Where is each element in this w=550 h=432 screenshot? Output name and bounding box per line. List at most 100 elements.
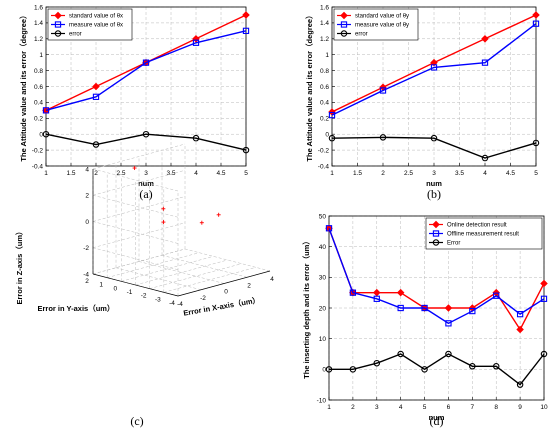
data-point bbox=[396, 288, 405, 297]
x-tick-label: 2 bbox=[351, 404, 355, 411]
data-point bbox=[192, 35, 200, 43]
legend-box bbox=[425, 217, 543, 250]
panel-caption: (c) bbox=[130, 414, 143, 428]
y-tick-label: -0.2 bbox=[32, 147, 44, 154]
wall-grid-z2 bbox=[92, 222, 186, 248]
series-0 bbox=[328, 11, 540, 116]
x-tick-label: 4 bbox=[483, 170, 487, 177]
x-tick-label: 0 bbox=[224, 289, 228, 296]
data-point bbox=[199, 220, 204, 225]
data-point bbox=[325, 366, 333, 373]
y-tick-label: 0.6 bbox=[320, 84, 329, 91]
x-tick-label: 5 bbox=[534, 170, 538, 177]
x-tick-label: 1.5 bbox=[353, 170, 362, 177]
y-tick-label: 1.2 bbox=[320, 36, 329, 43]
floor-grid-x bbox=[115, 267, 202, 290]
y-axis-line bbox=[92, 273, 179, 297]
legend-label: standard value of θy bbox=[355, 14, 409, 20]
y-tick-label: 0 bbox=[39, 132, 43, 139]
data-point bbox=[328, 111, 336, 119]
data-point bbox=[532, 139, 540, 147]
data-point bbox=[325, 225, 333, 232]
data-point bbox=[216, 212, 221, 217]
legend-label: Offline measurement result bbox=[447, 232, 519, 238]
y-tick-label: 0.2 bbox=[320, 116, 329, 123]
data-point bbox=[92, 93, 100, 100]
legend: standard value of θy measure value of θy e… bbox=[333, 8, 419, 41]
x-tick-label: 5 bbox=[244, 170, 248, 177]
legend-marker bbox=[432, 239, 440, 246]
x-tick-label: 1 bbox=[330, 170, 334, 177]
legend-label: measure value of θy bbox=[355, 23, 409, 29]
data-point bbox=[349, 289, 357, 296]
x-tick-label: 2.5 bbox=[116, 170, 125, 177]
data-point bbox=[516, 381, 524, 388]
data-point bbox=[397, 350, 404, 358]
y-tick-label: 0 bbox=[322, 367, 326, 374]
data-point bbox=[42, 107, 50, 114]
y-tick-label: -10 bbox=[317, 397, 327, 404]
z-tick-label: -4 bbox=[83, 271, 89, 278]
floor-grid-y bbox=[107, 252, 200, 278]
series-line bbox=[331, 136, 537, 159]
wall-grid-z2 bbox=[92, 248, 186, 275]
x-tick-label: 9 bbox=[518, 404, 522, 411]
data-point bbox=[492, 363, 500, 370]
y-tick-label: 1 bbox=[99, 282, 103, 289]
data-point bbox=[421, 304, 428, 312]
data-point bbox=[328, 108, 336, 116]
x-tick-label: -4 bbox=[177, 301, 183, 308]
chart-panel-a: 1 1.5 2 2.5 3 3.5 4 4.5 5 -0.4 -0.2 0 0.2 0.4 0.6 0.8 1 1… bbox=[18, 4, 250, 201]
y-tick-label: 2 bbox=[85, 278, 89, 285]
data-point bbox=[397, 304, 404, 312]
series-2 bbox=[328, 134, 540, 162]
x-tick-label: 3 bbox=[432, 170, 436, 177]
legend-marker bbox=[54, 21, 62, 28]
legend-marker bbox=[340, 21, 348, 28]
y-axis-label: Error in Y-axis（um） bbox=[38, 303, 115, 313]
chart-panel-b: 1 1.5 2 2.5 3 3.5 4 4.5 5 -0.4 -0.2 0 0.2 0.4 0.6 0.8 1 1… bbox=[304, 4, 540, 201]
floor-grid-y bbox=[163, 267, 256, 293]
x-tick-label: 2 bbox=[94, 170, 98, 177]
data-point bbox=[493, 292, 500, 299]
y-tick-label: 10 bbox=[319, 336, 327, 343]
data-point bbox=[42, 130, 50, 138]
y-tick-label: 0.4 bbox=[320, 100, 329, 107]
x-tick-label: 2.5 bbox=[404, 170, 413, 177]
x-tick-label: 3.5 bbox=[455, 170, 464, 177]
scatter-points bbox=[132, 166, 221, 225]
data-point bbox=[379, 134, 387, 141]
z-tick-label: 4 bbox=[85, 166, 89, 173]
data-point bbox=[161, 206, 166, 211]
data-point bbox=[349, 366, 357, 373]
panel-caption: (d) bbox=[430, 414, 444, 428]
data-point bbox=[469, 307, 476, 315]
y-axis-label: The Attitude value and its error（degree） bbox=[304, 11, 314, 161]
z-tick-label: -2 bbox=[83, 245, 89, 252]
y-tick-label: -0.4 bbox=[318, 163, 330, 170]
legend-label: error bbox=[69, 32, 82, 38]
data-point bbox=[445, 320, 452, 327]
series-1 bbox=[325, 225, 548, 327]
chart-panel-d: 1 2 3 4 5 6 7 8 9 10 -10 0 10 20 30 40 50 num The insertin… bbox=[301, 213, 548, 428]
wall-grid-z2 bbox=[92, 143, 186, 170]
x-axis-label: num bbox=[426, 179, 442, 188]
legend-marker bbox=[432, 230, 440, 237]
legend-marker bbox=[54, 30, 62, 37]
data-point bbox=[242, 146, 250, 154]
data-point bbox=[532, 20, 540, 27]
wall-grid-z2 bbox=[92, 196, 186, 222]
y-tick-label: 1 bbox=[39, 52, 43, 59]
data-point bbox=[481, 154, 489, 162]
y-tick-label: 0.2 bbox=[34, 116, 43, 123]
data-point bbox=[516, 325, 524, 334]
x-tick-label: 2 bbox=[247, 282, 251, 289]
y-tick-label: -0.4 bbox=[32, 163, 44, 170]
x-tick-label: 4 bbox=[399, 404, 403, 411]
data-point bbox=[532, 11, 540, 19]
x-tick-label: 6 bbox=[447, 404, 451, 411]
x-tick-label: 7 bbox=[471, 404, 475, 411]
data-point bbox=[92, 82, 100, 91]
y-tick-label: 0.4 bbox=[34, 100, 43, 107]
